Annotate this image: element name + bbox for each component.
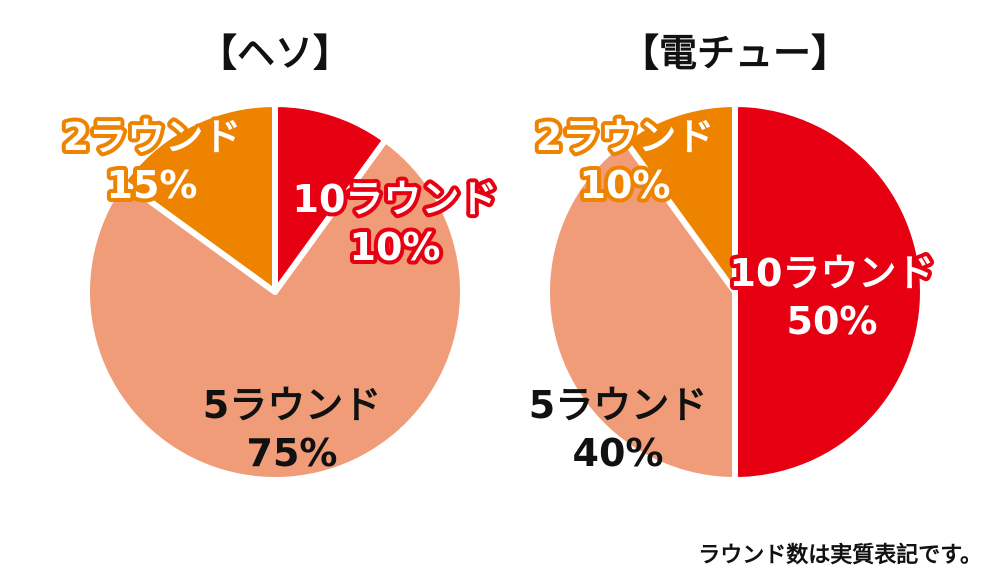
heso-2-round-name-label: 2ラウンド: [63, 115, 241, 159]
heso-10-round-name-label: 10ラウンド: [293, 177, 498, 221]
heso-slice-2-round: [119, 101, 278, 295]
denchu-5-round-name-label: 5ラウンド: [529, 383, 707, 427]
denchu-10-round-percent-label: 50%: [787, 299, 878, 343]
denchu-slice-2-round: [621, 101, 738, 295]
heso-chart-title: 【ヘソ】: [198, 31, 351, 75]
heso-slice-10-round: [272, 101, 389, 295]
heso-2-round-percent-label: 15%: [107, 163, 198, 207]
denchu-5-round-percent-label: 40%: [573, 431, 664, 475]
denchu-2-round-percent-label: 10%: [580, 163, 671, 207]
denchu-slice-5-round: [544, 136, 738, 483]
heso-5-round-percent-label: 75%: [247, 431, 338, 475]
denchu-2-round-name-label: 2ラウンド: [536, 115, 714, 159]
footnote: ラウンド数は実質表記です。: [698, 543, 982, 568]
denchu-slice-10-round: [732, 101, 926, 483]
heso-5-round-name-label: 5ラウンド: [203, 383, 381, 427]
denchu-chart-title: 【電チュー】: [620, 31, 849, 75]
heso-10-round-percent-label: 10%: [350, 225, 441, 269]
denchu-10-round-name-label: 10ラウンド: [730, 251, 935, 295]
